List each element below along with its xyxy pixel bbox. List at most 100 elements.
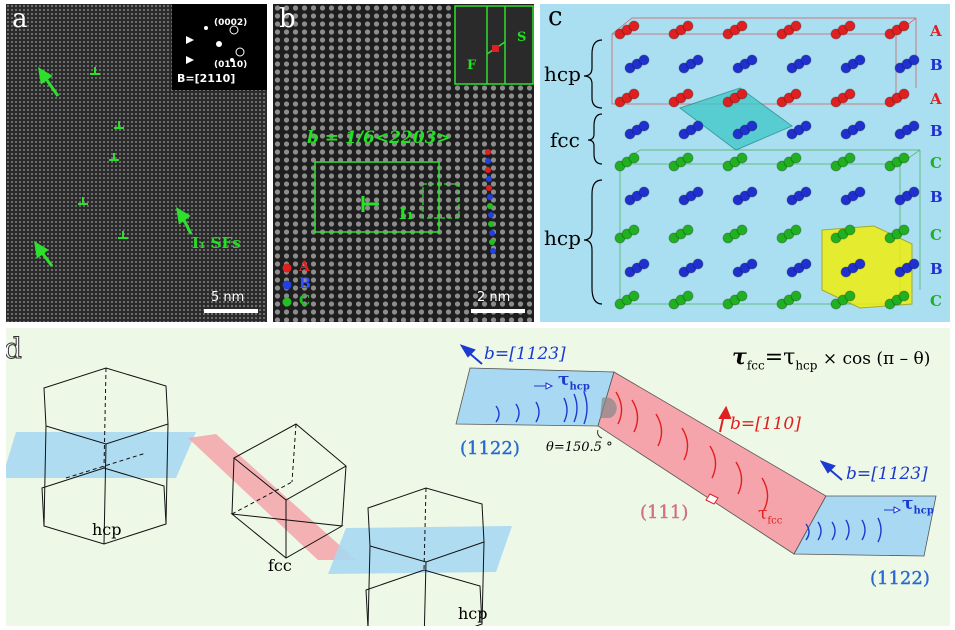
brace-fcc [587, 113, 603, 165]
stacking-dots [485, 149, 496, 254]
atom-b [746, 120, 758, 132]
zone-axis-label: B=[2110] [177, 72, 236, 85]
b-label-mid: b=[110] [730, 414, 801, 434]
atom-b [800, 120, 812, 132]
fft-arrow-upper [186, 36, 194, 44]
tau-hcp-label-left: τhcp [558, 370, 590, 393]
atom-c [628, 224, 640, 236]
atom-b [800, 258, 812, 270]
atom-a [628, 88, 640, 100]
hcp-cell-1 [41, 367, 169, 545]
fcc-cell [230, 423, 347, 559]
cell-label-fcc: fcc [268, 556, 292, 575]
atom-c [682, 224, 694, 236]
scale-bar-b [471, 309, 525, 313]
atom-c [844, 224, 856, 236]
fft-spot-0110: (0110) [214, 60, 248, 70]
inset-label-s: S [517, 30, 527, 45]
atom-c [628, 152, 640, 164]
atom-c [790, 290, 802, 302]
burgers-vector-label: b = 1/6<2203> [307, 128, 451, 148]
fcc-plane-left [188, 434, 356, 560]
scale-bar-a [204, 309, 258, 313]
slab-hcp-left [455, 367, 615, 427]
atom-a [898, 88, 910, 100]
plane-label-left: (1122) [460, 438, 520, 459]
atom-a [736, 88, 748, 100]
i1-sfs-label: I₁ SFs [192, 234, 241, 252]
atom-c [736, 152, 748, 164]
atom-c [736, 224, 748, 236]
legend-label-c: C [299, 293, 311, 309]
fft-inset [172, 4, 267, 90]
atom-c [736, 290, 748, 302]
atom-b [638, 258, 650, 270]
tau-hcp-label-right: τhcp [902, 494, 934, 517]
legend-label-a: A [299, 259, 310, 275]
atom-a [736, 20, 748, 32]
layer-label-0: A [930, 22, 942, 40]
partial-label: I₁ [399, 204, 414, 223]
atom-b [854, 54, 866, 66]
atom-c [898, 152, 910, 164]
atom-c [844, 152, 856, 164]
b-label-left: b=[1123] [484, 344, 566, 364]
atom-c [790, 152, 802, 164]
atom-b [692, 186, 704, 198]
atom-a [628, 20, 640, 32]
dislocation-arcs-fcc [615, 391, 769, 511]
layer-label-2: A [930, 90, 942, 108]
basal-plane-left [6, 432, 196, 478]
octahedral-site [821, 225, 913, 309]
atom-b [908, 258, 920, 270]
phase-label-fcc: fcc [550, 128, 580, 152]
atom-b [746, 258, 758, 270]
plane-label-mid: (111) [640, 502, 689, 523]
atom-a [790, 88, 802, 100]
atom-b [692, 258, 704, 270]
legend-dot-c [282, 297, 292, 307]
slip-transfer-schematic [6, 344, 937, 626]
layer-label-8: C [930, 292, 942, 310]
inset-label-f: F [467, 58, 477, 73]
atom-c [682, 290, 694, 302]
panel-b-hrtem: b S F b = 1/6<2203> I₁ A B C 2 nm [273, 4, 534, 322]
atom-a [682, 88, 694, 100]
atom-c [898, 290, 910, 302]
basal-plane-right [328, 526, 512, 574]
tetrahedral-site [678, 87, 794, 151]
fft-spot-0002: (0002) [214, 18, 248, 28]
tau-fcc-label: τfcc [758, 504, 783, 527]
atom-b [854, 186, 866, 198]
atom-b [638, 120, 650, 132]
atom-b [692, 54, 704, 66]
panel-label-a: a [12, 4, 28, 34]
b-label-right: b=[1123] [846, 464, 928, 484]
fft-arrow-lower [186, 56, 194, 64]
layer-label-3: B [930, 122, 943, 140]
atom-b [800, 54, 812, 66]
panel-a-hrtem: a (0002) (0110) B=[2110] I₁ SFs 5 nm [6, 4, 267, 322]
cell-label-hcp-1: hcp [92, 520, 122, 539]
atom-b [800, 186, 812, 198]
atom-c [628, 290, 640, 302]
brace-hcp-top [583, 39, 603, 109]
plane-label-right: (1122) [870, 568, 930, 589]
layer-label-7: B [930, 260, 943, 278]
atom-a [844, 88, 856, 100]
atom-b [908, 186, 920, 198]
panel-label-d: d [6, 332, 22, 366]
atom-c [844, 290, 856, 302]
layer-label-5: B [930, 188, 943, 206]
legend-dot-b [282, 280, 292, 290]
layer-label-6: C [930, 226, 942, 244]
atom-a [790, 20, 802, 32]
dislocation-arcs-hcp [495, 391, 882, 543]
scale-label-a: 5 nm [211, 290, 245, 305]
panel-d-schematic: d hcp fcc hcp τfcc=τhcp × cos (π – θ) b=… [6, 328, 950, 626]
atom-a [682, 20, 694, 32]
cell-label-hcp-2: hcp [458, 604, 488, 623]
legend-dot-a [282, 263, 292, 273]
atom-b [746, 54, 758, 66]
atom-b [746, 186, 758, 198]
